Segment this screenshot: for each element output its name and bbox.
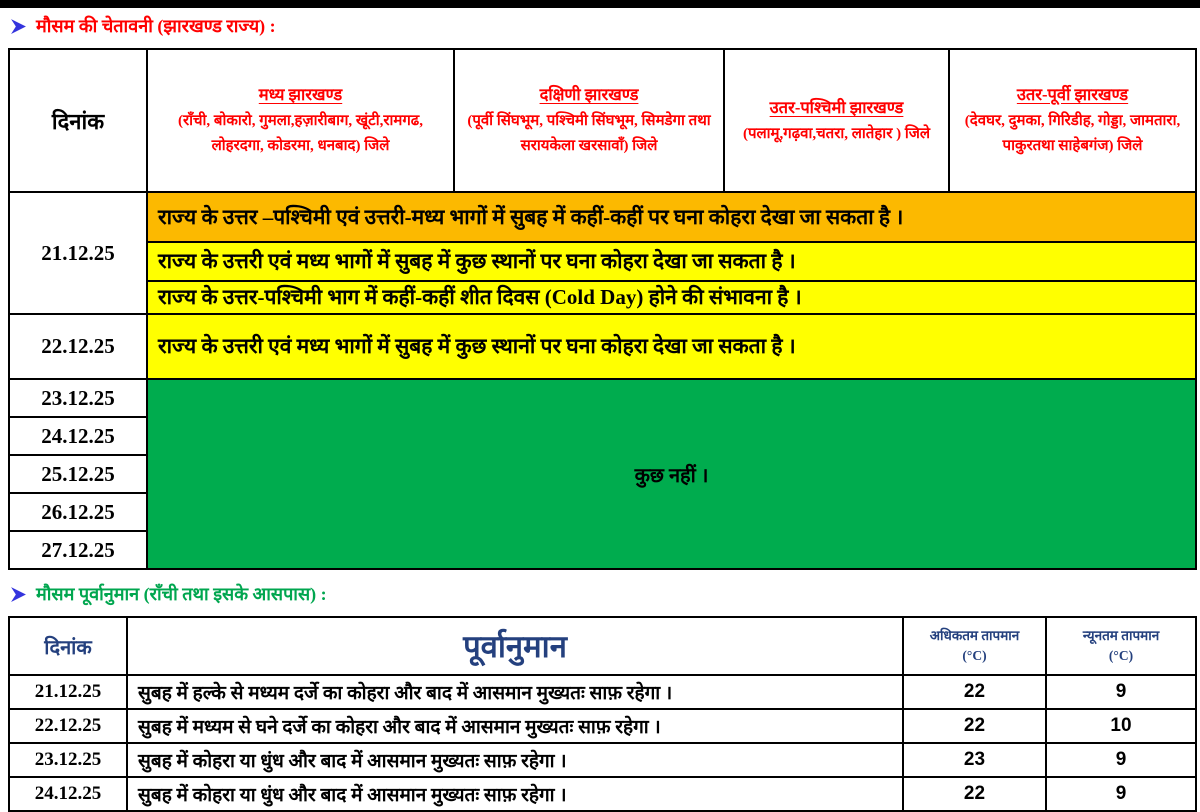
table-row: राज्य के उत्तरी एवं मध्य भागों में सुबह … [9, 241, 1197, 282]
date-cell-23: 23.12.25 [8, 378, 148, 418]
warnings-date-header: दिनांक [8, 48, 148, 193]
max-temp-value: 22 [902, 776, 1047, 812]
forecast-row: 24.12.25 सुबह में कोहरा या धुंध और बाद म… [8, 776, 1197, 812]
warning-yellow-fog: राज्य के उत्तरी एवं मध्य भागों में सुबह … [146, 313, 1197, 380]
date-cell-26: 26.12.25 [8, 492, 148, 532]
region-districts: (राँची, बोकारो, गुमला,हज़ारीबाग, खूंटी,र… [177, 113, 423, 154]
region-title: दक्षिणी झारखण्ड [539, 85, 639, 105]
forecast-date: 24.12.25 [8, 776, 128, 812]
min-temp-value: 9 [1045, 674, 1197, 710]
date-cell-27: 27.12.25 [8, 530, 148, 570]
date-cell-21: 21.12.25 [8, 191, 148, 315]
max-temp-value: 23 [902, 742, 1047, 778]
warnings-heading-text: मौसम की चेतावनी (झारखण्ड राज्य) : [36, 16, 276, 36]
region-districts: (पलामू,गढ़वा,चतरा, लातेहार ) जिले [742, 125, 931, 142]
min-temp-value: 9 [1045, 742, 1197, 778]
min-temp-value: 9 [1045, 776, 1197, 812]
forecast-date: 22.12.25 [8, 708, 128, 744]
region-districts: (पूर्वी सिंघभूम, पश्चिमी सिंघभूम, सिमडेग… [467, 113, 711, 154]
forecast-main-header: पूर्वानुमान [126, 616, 904, 676]
max-temp-value: 22 [902, 708, 1047, 744]
forecast-text: सुबह में कोहरा या धुंध और बाद में आसमान … [126, 742, 904, 778]
date-cell-22: 22.12.25 [8, 313, 148, 380]
region-districts: (देवघर, दुमका, गिरिडीह, गोड्डा, जामतारा,… [964, 113, 1181, 154]
min-temp-header: न्यूनतम तापमान (°C) [1045, 616, 1197, 676]
forecast-header-row: दिनांक पूर्वानुमान अधिकतम तापमान (°C) न्… [8, 616, 1197, 676]
forecast-row: 21.12.25 सुबह में हल्के से मध्यम दर्जे क… [8, 674, 1197, 710]
forecast-section-heading: मौसम पूर्वानुमान (राँची तथा इसके आसपास) … [10, 582, 327, 606]
region-header-northwest: उतर-पश्चिमी झारखण्ड (पलामू,गढ़वा,चतरा, ल… [723, 48, 950, 193]
region-header-southern: दक्षिणी झारखण्ड (पूर्वी सिंघभूम, पश्चिमी… [453, 48, 725, 193]
arrow-bullet-icon [11, 18, 26, 34]
forecast-row: 22.12.25 सुबह में मध्यम से घने दर्जे का … [8, 708, 1197, 744]
warning-yellow-fog: राज्य के उत्तरी एवं मध्य भागों में सुबह … [146, 241, 1197, 282]
max-temp-header: अधिकतम तापमान (°C) [902, 616, 1047, 676]
forecast-date: 21.12.25 [8, 674, 128, 710]
warnings-table: दिनांक मध्य झारखण्ड (राँची, बोकारो, गुमल… [8, 48, 1197, 570]
max-temp-value: 22 [902, 674, 1047, 710]
forecast-heading-text: मौसम पूर्वानुमान (राँची तथा इसके आसपास) … [36, 584, 327, 604]
table-row: 26.12.25 [8, 492, 1196, 532]
region-title: मध्य झारखण्ड [258, 85, 343, 105]
table-row: 21.12.25 राज्य के उत्तर –पश्चिमी एवं उत्… [8, 191, 1197, 315]
warnings-section-heading: मौसम की चेतावनी (झारखण्ड राज्य) : [10, 14, 276, 38]
table-row: 25.12.25 [8, 454, 1196, 494]
region-title: उतर-पूर्वी झारखण्ड [1016, 85, 1129, 105]
max-temp-unit: (°C) [962, 648, 987, 663]
arrow-bullet-icon [11, 586, 26, 602]
region-header-central: मध्य झारखण्ड (राँची, बोकारो, गुमला,हज़ार… [146, 48, 455, 193]
warnings-header-row: दिनांक मध्य झारखण्ड (राँची, बोकारो, गुमल… [8, 48, 1197, 193]
min-temp-label: न्यूनतम तापमान [1082, 627, 1160, 643]
forecast-date-header: दिनांक [8, 616, 128, 676]
table-row: 23.12.25 कुछ नहीं । [8, 378, 1197, 570]
region-header-northeast: उतर-पूर्वी झारखण्ड (देवघर, दुमका, गिरिडी… [948, 48, 1197, 193]
max-temp-label: अधिकतम तापमान [929, 627, 1020, 643]
top-black-bar [0, 0, 1200, 8]
table-row: 24.12.25 [8, 416, 1196, 456]
table-row: 27.12.25 [8, 530, 1196, 570]
forecast-text: सुबह में मध्यम से घने दर्जे का कोहरा और … [126, 708, 904, 744]
date-cell-25: 25.12.25 [8, 454, 148, 494]
forecast-text: सुबह में कोहरा या धुंध और बाद में आसमान … [126, 776, 904, 812]
no-warning-cell: कुछ नहीं । [146, 378, 1197, 570]
table-row: 22.12.25 राज्य के उत्तरी एवं मध्य भागों … [8, 313, 1197, 380]
forecast-text: सुबह में हल्के से मध्यम दर्जे का कोहरा औ… [126, 674, 904, 710]
forecast-table: दिनांक पूर्वानुमान अधिकतम तापमान (°C) न्… [8, 616, 1197, 812]
forecast-date: 23.12.25 [8, 742, 128, 778]
warning-orange-fog: राज्य के उत्तर –पश्चिमी एवं उत्तरी-मध्य … [146, 191, 1197, 243]
region-title: उतर-पश्चिमी झारखण्ड [769, 97, 904, 117]
warning-yellow-cold-day: राज्य के उत्तर-पश्चिमी भाग में कहीं-कहीं… [146, 280, 1197, 315]
date-cell-24: 24.12.25 [8, 416, 148, 456]
table-row: राज्य के उत्तर-पश्चिमी भाग में कहीं-कहीं… [9, 280, 1197, 315]
forecast-row: 23.12.25 सुबह में कोहरा या धुंध और बाद म… [8, 742, 1197, 778]
min-temp-unit: (°C) [1108, 648, 1134, 663]
min-temp-value: 10 [1045, 708, 1197, 744]
